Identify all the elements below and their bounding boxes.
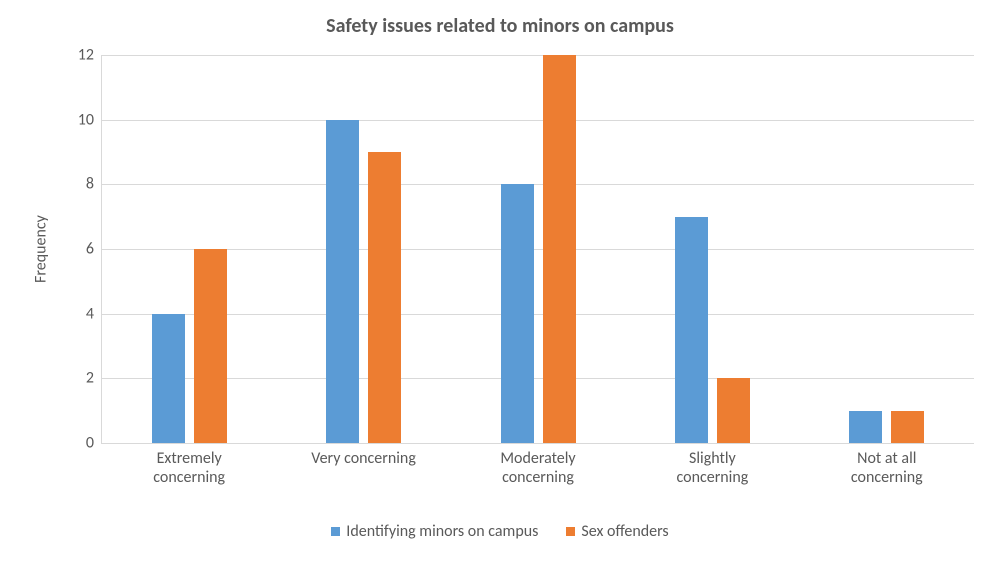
bar xyxy=(501,184,534,443)
y-tick-label: 0 xyxy=(86,434,102,453)
gridline xyxy=(102,120,974,121)
chart-container: Safety issues related to minors on campu… xyxy=(0,0,1000,568)
chart-title: Safety issues related to minors on campu… xyxy=(0,14,1000,38)
y-tick-label: 10 xyxy=(78,110,102,129)
legend-item: Identifying minors on campus xyxy=(331,522,538,541)
bar xyxy=(152,314,185,443)
y-axis-label: Frequency xyxy=(32,215,51,283)
x-tick-label: Not at all concerning xyxy=(803,443,971,487)
x-tick-label: Moderately concerning xyxy=(454,443,622,487)
plot-area: Frequency 024681012Extremely concerningV… xyxy=(101,55,974,444)
y-tick-label: 4 xyxy=(86,304,102,323)
x-tick-label: Extremely concerning xyxy=(105,443,273,487)
bar xyxy=(717,378,750,443)
gridline xyxy=(102,184,974,185)
bar xyxy=(194,249,227,443)
bar xyxy=(675,217,708,443)
y-tick-label: 12 xyxy=(78,46,102,65)
y-tick-label: 6 xyxy=(86,240,102,259)
bar xyxy=(326,120,359,443)
bar xyxy=(891,411,924,443)
x-tick-label: Very concerning xyxy=(279,443,447,468)
legend-swatch xyxy=(331,527,340,536)
y-tick-label: 2 xyxy=(86,369,102,388)
gridline xyxy=(102,378,974,379)
legend-label: Identifying minors on campus xyxy=(346,522,538,541)
y-tick-label: 8 xyxy=(86,175,102,194)
bar xyxy=(849,411,882,443)
x-tick-label: Slightly concerning xyxy=(628,443,796,487)
legend-item: Sex offenders xyxy=(566,522,668,541)
gridline xyxy=(102,314,974,315)
legend-swatch xyxy=(566,527,575,536)
gridline xyxy=(102,249,974,250)
bar xyxy=(368,152,401,443)
legend: Identifying minors on campus Sex offender… xyxy=(0,522,1000,541)
legend-label: Sex offenders xyxy=(581,522,668,541)
bar xyxy=(543,55,576,443)
gridline xyxy=(102,55,974,56)
